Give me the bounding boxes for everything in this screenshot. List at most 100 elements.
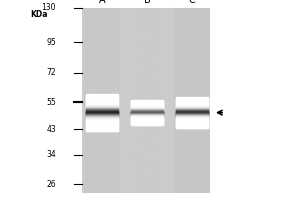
Point bbox=[151, 62, 156, 65]
Point bbox=[127, 182, 132, 186]
Point bbox=[201, 154, 206, 157]
Point bbox=[156, 111, 161, 114]
Point bbox=[138, 51, 143, 55]
Point bbox=[169, 10, 174, 13]
Point bbox=[186, 159, 191, 162]
Point bbox=[119, 182, 124, 185]
Point bbox=[86, 102, 91, 105]
Point bbox=[204, 31, 209, 34]
Point bbox=[177, 88, 182, 91]
Point bbox=[175, 183, 180, 186]
Point bbox=[165, 35, 170, 38]
Point bbox=[92, 41, 97, 44]
Point bbox=[103, 70, 107, 73]
Point bbox=[103, 27, 108, 30]
Point bbox=[98, 179, 103, 182]
Point bbox=[110, 128, 115, 131]
Point bbox=[92, 179, 97, 182]
Point bbox=[136, 72, 141, 75]
Point bbox=[98, 63, 102, 66]
Point bbox=[123, 17, 128, 20]
Point bbox=[161, 127, 166, 130]
Point bbox=[83, 120, 88, 123]
Point bbox=[139, 75, 143, 78]
Point bbox=[159, 170, 164, 173]
Point bbox=[154, 101, 159, 104]
Point bbox=[140, 94, 145, 98]
Point bbox=[160, 135, 165, 139]
Point bbox=[113, 77, 118, 80]
Point bbox=[185, 14, 190, 18]
Point bbox=[184, 120, 189, 123]
Point bbox=[92, 190, 97, 193]
Point bbox=[149, 189, 154, 193]
Point bbox=[117, 126, 122, 129]
Point bbox=[134, 132, 139, 135]
Point bbox=[155, 181, 160, 184]
Point bbox=[106, 123, 111, 126]
Point bbox=[84, 52, 88, 55]
Point bbox=[82, 95, 86, 98]
Point bbox=[184, 162, 189, 165]
Point bbox=[158, 29, 163, 32]
Point bbox=[114, 85, 118, 88]
Point bbox=[160, 48, 165, 51]
Point bbox=[138, 146, 142, 149]
Point bbox=[160, 188, 165, 192]
Point bbox=[110, 107, 115, 111]
Point bbox=[88, 181, 93, 184]
Point bbox=[182, 90, 187, 93]
Point bbox=[189, 121, 194, 124]
Point bbox=[178, 50, 183, 53]
Point bbox=[110, 59, 115, 62]
Point bbox=[152, 123, 157, 127]
Point bbox=[203, 38, 208, 41]
Point bbox=[99, 54, 103, 57]
Point bbox=[187, 55, 192, 58]
Point bbox=[191, 70, 196, 74]
Point bbox=[133, 154, 137, 158]
Point bbox=[108, 143, 113, 146]
Point bbox=[183, 181, 188, 185]
Point bbox=[194, 56, 198, 59]
Point bbox=[123, 178, 128, 181]
Point bbox=[97, 166, 102, 169]
Point bbox=[131, 121, 136, 124]
Point bbox=[112, 153, 117, 156]
Point bbox=[111, 113, 116, 116]
Point bbox=[157, 124, 161, 127]
Point bbox=[183, 131, 188, 135]
Point bbox=[106, 88, 110, 91]
Point bbox=[182, 99, 187, 102]
Point bbox=[135, 29, 140, 32]
Point bbox=[134, 136, 138, 139]
Point bbox=[108, 75, 113, 78]
Point bbox=[85, 51, 90, 54]
Point bbox=[169, 39, 173, 43]
Point bbox=[109, 60, 113, 63]
Point bbox=[201, 35, 206, 39]
Point bbox=[124, 100, 129, 104]
Point bbox=[100, 66, 105, 70]
Point bbox=[206, 142, 211, 145]
Point bbox=[179, 16, 184, 19]
Point bbox=[206, 103, 211, 106]
Point bbox=[188, 101, 193, 104]
Point bbox=[147, 175, 152, 178]
Point bbox=[197, 14, 202, 17]
Point bbox=[149, 113, 154, 116]
Point bbox=[186, 28, 191, 31]
Point bbox=[112, 140, 117, 143]
Point bbox=[137, 165, 142, 168]
Point bbox=[190, 56, 195, 59]
Point bbox=[201, 120, 206, 124]
Point bbox=[202, 70, 206, 73]
Point bbox=[201, 28, 206, 31]
Point bbox=[120, 21, 125, 24]
Point bbox=[193, 7, 198, 10]
Point bbox=[115, 94, 119, 97]
Point bbox=[130, 57, 134, 61]
Point bbox=[116, 72, 121, 75]
Point bbox=[101, 178, 106, 181]
Point bbox=[101, 41, 106, 44]
